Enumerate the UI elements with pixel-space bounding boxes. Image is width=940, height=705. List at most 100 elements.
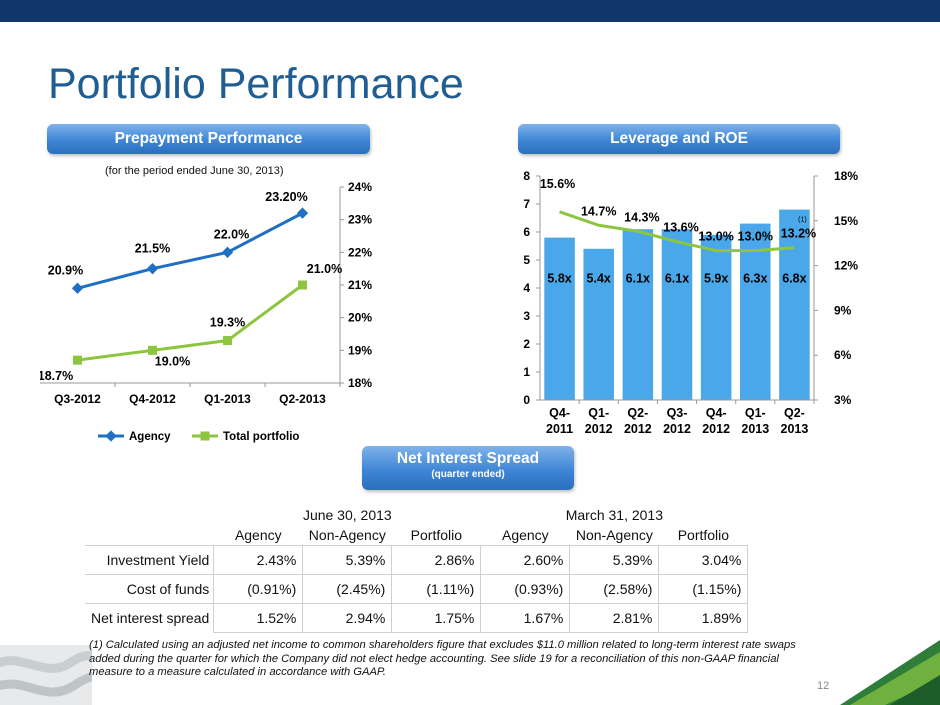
table-cell: 3.04% — [658, 545, 749, 575]
net-spread-header: Net Interest Spread (quarter ended) — [362, 446, 574, 490]
data-label: 23.20% — [265, 190, 307, 204]
bar-label: 5.8x — [547, 271, 571, 285]
row-label: Investment Yield — [85, 545, 214, 575]
legend-label-agency: Agency — [129, 431, 171, 443]
x-tick-label: Q2-2013 — [279, 392, 326, 406]
y-right-tick-label: 3% — [834, 393, 852, 407]
series-line-agency — [77, 211, 304, 290]
net-interest-spread-table: June 30, 2013 March 31, 2013 Agency Non-… — [85, 505, 749, 633]
leverage-bar — [583, 248, 614, 400]
data-label: 20.9% — [48, 263, 83, 277]
x-tick-label: Q1-2012 — [585, 406, 613, 436]
prepayment-header-label: Prepayment Performance — [114, 130, 303, 147]
bar-label: 6.1x — [665, 271, 689, 285]
data-point — [221, 246, 234, 258]
leverage-bar — [661, 229, 693, 400]
y-left-tick-label: 6 — [523, 225, 530, 239]
data-point — [73, 355, 82, 365]
row-label: Net interest spread — [85, 603, 214, 633]
y-right-tick-label: 15% — [834, 214, 858, 228]
y-tick-label: 18% — [348, 376, 372, 390]
x-tick-label: Q3-2012 — [54, 392, 101, 406]
legend-marker-total — [200, 431, 210, 441]
y-tick-label: 21% — [348, 278, 372, 292]
table-cell: 1.89% — [658, 603, 749, 633]
y-right-tick-label: 18% — [834, 169, 858, 183]
group-header-june: June 30, 2013 — [302, 507, 392, 523]
x-tick-label: Q1-2013 — [204, 392, 251, 406]
bar-label: 6.3x — [743, 271, 767, 285]
table-cell: 5.39% — [569, 545, 659, 575]
data-point — [298, 280, 307, 290]
y-right-tick-label: 6% — [834, 348, 852, 362]
data-label: 21.5% — [135, 242, 170, 256]
table-cell: 2.43% — [213, 545, 303, 575]
leverage-roe-chart: 0 1 2 3 4 5 6 7 8 3% 6% 9% 12% 15% 18% 5.8x 5.4x 6.1x 6.1x… — [523, 169, 858, 436]
data-point — [296, 207, 309, 219]
x-tick-label: Q4-2011 — [546, 406, 573, 436]
data-point — [223, 336, 232, 346]
table-cell: 2.60% — [480, 545, 570, 575]
slide-number: 12 — [817, 680, 830, 692]
x-tick-label: Q4-2012 — [129, 392, 176, 406]
table-cell: 2.86% — [391, 545, 481, 575]
table-cell: (0.93%) — [480, 574, 570, 604]
roe-label: 14.7% — [581, 204, 616, 218]
column-header: Portfolio — [410, 527, 463, 543]
table-cell: (2.45%) — [302, 574, 392, 604]
roe-line — [559, 210, 795, 253]
net-spread-header-label: Net Interest Spread — [396, 450, 540, 467]
roe-label: 13.6% — [663, 221, 698, 235]
leverage-bar — [740, 223, 771, 400]
data-label: 21.0% — [307, 262, 342, 276]
y-right-tick-label: 9% — [834, 303, 852, 317]
table-row: Investment Yield 2.43% 5.39% 2.86% 2.60%… — [85, 545, 749, 575]
roe-label: 15.6% — [540, 177, 575, 191]
y-tick-label: 19% — [348, 343, 372, 357]
leverage-header: Leverage and ROE — [518, 124, 840, 154]
y-right-tick-label: 12% — [834, 259, 858, 273]
column-header: Non-Agency — [308, 527, 386, 543]
net-spread-subheader: (quarter ended) — [431, 469, 505, 480]
y-tick-label: 22% — [348, 245, 372, 259]
column-header: Agency — [501, 527, 549, 543]
roe-label: 14.3% — [624, 210, 659, 224]
roe-label: 13.2% — [781, 227, 816, 241]
y-left-tick-label: 0 — [523, 393, 530, 407]
row-label: Cost of funds — [85, 574, 214, 604]
x-tick-label: Q2-2012 — [624, 406, 652, 436]
table-cell: (2.58%) — [569, 574, 659, 604]
legend-marker-agency — [105, 430, 117, 442]
x-tick-label: Q3-2012 — [663, 406, 691, 436]
x-tick-label: Q1-2013 — [741, 406, 769, 436]
column-header: Portfolio — [677, 527, 730, 543]
series-line-total-portfolio — [77, 283, 304, 362]
group-header-march: March 31, 2013 — [565, 507, 664, 523]
table-cell: 1.52% — [213, 603, 303, 633]
table-cell: 2.94% — [302, 603, 392, 633]
x-tick-label: Q4-2012 — [702, 406, 730, 436]
data-point — [146, 263, 159, 275]
prepayment-chart: 18% 19% 20% 21% 22% 23% 24% Q3-2012 Q4-2012 Q1-20… — [40, 180, 372, 443]
table-cell: 5.39% — [302, 545, 392, 575]
table-cell: 1.67% — [480, 603, 570, 633]
top-banner — [0, 0, 940, 22]
y-left-tick-label: 2 — [523, 337, 530, 351]
bar-label: 6.1x — [626, 271, 650, 285]
table-cell: (1.11%) — [391, 574, 481, 604]
leaf-decoration — [840, 640, 940, 705]
data-label: 22.0% — [214, 227, 249, 241]
table-cell: 2.81% — [569, 603, 659, 633]
y-left-tick-label: 5 — [523, 253, 530, 267]
rope-decoration — [0, 645, 92, 705]
y-left-tick-label: 7 — [523, 197, 530, 211]
footnote: (1) Calculated using an adjusted net inc… — [89, 639, 796, 678]
leverage-bar — [700, 234, 732, 400]
leverage-header-label: Leverage and ROE — [610, 130, 748, 147]
y-tick-label: 20% — [348, 311, 372, 325]
footnote-marker: (1) — [798, 217, 807, 224]
table-row: Cost of funds (0.91%) (2.45%) (1.11%) (0… — [85, 574, 749, 604]
y-tick-label: 24% — [348, 180, 372, 194]
leverage-bar — [622, 229, 654, 400]
column-header: Non-Agency — [575, 527, 653, 543]
